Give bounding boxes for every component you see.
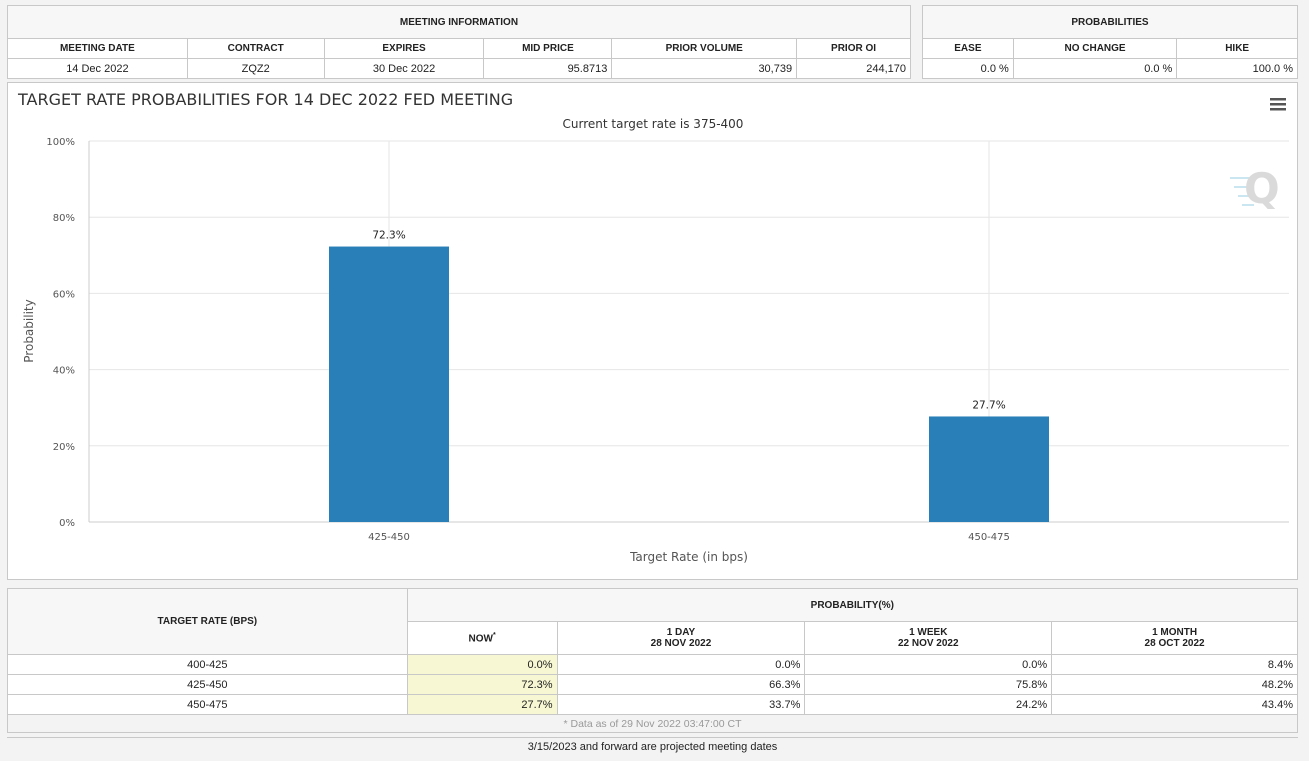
header-contract: CONTRACT	[186, 38, 325, 59]
table-row: 425-450 72.3% 66.3% 75.8% 48.2%	[7, 674, 1298, 695]
hike-value: 100.0 %	[1176, 58, 1298, 79]
row-now: 27.7%	[406, 694, 558, 715]
col-1day-header: 1 DAY 28 NOV 2022	[556, 621, 806, 655]
probability-header: PROBABILITY(%)	[406, 588, 1299, 622]
prior-oi-value: 244,170	[796, 58, 911, 79]
row-rate: 450-475	[7, 694, 408, 715]
y-tick-label: 20%	[53, 442, 75, 453]
data-as-of-note: * Data as of 29 Nov 2022 03:47:00 CT	[7, 714, 1298, 733]
y-tick-label: 60%	[53, 289, 75, 300]
header-prior-volume: PRIOR VOLUME	[611, 38, 798, 59]
header-hike: HIKE	[1176, 38, 1298, 59]
header-prior-oi: PRIOR OI	[796, 38, 911, 59]
x-tick-label: 450-475	[968, 532, 1010, 543]
svg-text:Q: Q	[1244, 164, 1280, 213]
meeting-information-title: MEETING INFORMATION	[7, 5, 911, 39]
col-1month-header: 1 MONTH 28 OCT 2022	[1051, 621, 1298, 655]
ease-value: 0.0 %	[922, 58, 1014, 79]
col-now-header: NOW*	[406, 621, 558, 655]
col-1week-header: 1 WEEK 22 NOV 2022	[804, 621, 1053, 655]
probabilities-title: PROBABILITIES	[922, 5, 1298, 39]
row-rate: 400-425	[7, 654, 408, 675]
row-1week: 75.8%	[804, 674, 1053, 695]
col-1month-date: 28 OCT 2022	[1144, 638, 1205, 649]
header-mid-price: MID PRICE	[483, 38, 613, 59]
no-change-value: 0.0 %	[1012, 58, 1178, 79]
col-1month-label: 1 MONTH	[1152, 627, 1198, 638]
row-1day: 66.3%	[556, 674, 806, 695]
chart-title: TARGET RATE PROBABILITIES FOR 14 DEC 202…	[17, 90, 513, 109]
x-axis-label: Target Rate (in bps)	[629, 550, 748, 564]
meeting-information-table: MEETING INFORMATION MEETING DATE CONTRAC…	[7, 5, 911, 79]
col-now-asterisk: *	[492, 631, 496, 639]
table-row: 450-475 27.7% 33.7% 24.2% 43.4%	[7, 694, 1298, 715]
header-meeting-date: MEETING DATE	[7, 38, 188, 59]
bar-425-450[interactable]	[329, 246, 449, 523]
row-1month: 43.4%	[1051, 694, 1298, 715]
prior-volume-value: 30,739	[611, 58, 798, 79]
target-rate-probability-table: TARGET RATE (BPS) PROBABILITY(%) NOW* 1 …	[7, 588, 1299, 733]
row-rate: 425-450	[7, 674, 408, 695]
bar-450-475[interactable]	[929, 416, 1049, 522]
y-tick-label: 80%	[53, 213, 75, 224]
mid-price-value: 95.8713	[483, 58, 613, 79]
data-label: 27.7%	[972, 399, 1005, 411]
row-1week: 0.0%	[804, 654, 1053, 675]
row-1day: 0.0%	[556, 654, 806, 675]
header-ease: EASE	[922, 38, 1014, 59]
meeting-date-value: 14 Dec 2022	[7, 58, 188, 79]
row-now: 0.0%	[406, 654, 558, 675]
chart-panel: TARGET RATE PROBABILITIES FOR 14 DEC 202…	[7, 82, 1298, 580]
row-1day: 33.7%	[556, 694, 806, 715]
probabilities-table: PROBABILITIES EASE NO CHANGE HIKE 0.0 % …	[922, 5, 1298, 79]
col-now-label: NOW	[468, 633, 493, 645]
header-no-change: NO CHANGE	[1012, 38, 1178, 59]
col-1day-label: 1 DAY	[666, 627, 696, 638]
y-tick-label: 0%	[59, 518, 75, 529]
table-row: 400-425 0.0% 0.0% 0.0% 8.4%	[7, 654, 1298, 675]
col-1day-date: 28 NOV 2022	[650, 638, 712, 649]
y-tick-label: 100%	[46, 137, 75, 148]
target-rate-header: TARGET RATE (BPS)	[7, 588, 408, 655]
row-now: 72.3%	[406, 674, 558, 695]
row-1week: 24.2%	[804, 694, 1053, 715]
header-expires: EXPIRES	[323, 38, 485, 59]
row-1month: 48.2%	[1051, 674, 1298, 695]
hamburger-menu-icon[interactable]	[1268, 97, 1288, 114]
probability-chart: TARGET RATE PROBABILITIES FOR 14 DEC 202…	[17, 90, 1289, 564]
chart-subtitle: Current target rate is 375-400	[563, 117, 744, 131]
q-logo-icon: Q	[1230, 164, 1280, 213]
expires-value: 30 Dec 2022	[323, 58, 485, 79]
row-1month: 8.4%	[1051, 654, 1298, 675]
y-axis-label: Probability	[22, 299, 36, 362]
col-1week-date: 22 NOV 2022	[897, 638, 959, 649]
data-label: 72.3%	[372, 230, 405, 242]
col-1week-label: 1 WEEK	[909, 627, 948, 638]
x-tick-label: 425-450	[368, 532, 410, 543]
contract-value: ZQZ2	[186, 58, 325, 79]
y-tick-label: 40%	[53, 366, 75, 377]
projected-dates-footer: 3/15/2023 and forward are projected meet…	[7, 737, 1298, 757]
